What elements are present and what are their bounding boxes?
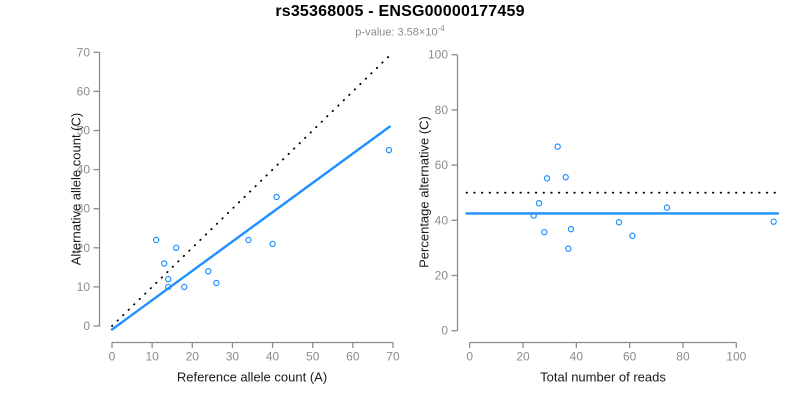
data-point (181, 283, 188, 291)
x-tick-label: 50 (306, 350, 320, 364)
y-tick-label: 0 (441, 324, 448, 338)
regression-fit-line (110, 125, 391, 331)
data-point (160, 260, 168, 267)
x-tick-label: 80 (676, 350, 690, 364)
data-point (565, 245, 572, 252)
x-tick-label: 100 (726, 350, 746, 364)
data-point (152, 236, 160, 244)
x-tick-label: 20 (516, 350, 530, 364)
data-point (245, 236, 252, 244)
x-tick-label: 0 (109, 350, 116, 364)
pvalue-text: p-value: 3.58×10 (355, 26, 438, 39)
y-tick-label: 60 (435, 158, 449, 172)
data-point (164, 275, 172, 283)
y-tick-label: 40 (435, 213, 449, 227)
left-y-axis-label: Alternative allele count (C) (68, 112, 84, 266)
data-point (535, 199, 543, 207)
y-tick-label: 50 (77, 124, 91, 138)
data-point (205, 268, 212, 275)
x-tick-label: 0 (466, 350, 473, 364)
left-x-axis-label: Reference allele count (A) (176, 369, 328, 385)
y-tick-label: 100 (428, 48, 448, 62)
data-point (554, 143, 561, 150)
data-point (567, 225, 575, 233)
y-tick-label: 40 (77, 163, 91, 177)
x-tick-label: 30 (226, 350, 240, 364)
data-point (173, 244, 180, 251)
y-tick-label: 30 (77, 202, 91, 216)
data-point (629, 232, 636, 239)
x-tick-label: 60 (623, 350, 637, 364)
pvalue-exponent: -4 (437, 24, 445, 33)
right-y-axis-label: Percentage alternative (C) (416, 116, 432, 268)
data-point (385, 146, 393, 154)
data-point (615, 219, 623, 226)
data-point (213, 279, 220, 287)
identity-line-y-equals-x (111, 55, 390, 327)
right-x-axis-label: Total number of reads (540, 369, 666, 385)
page-title: rs35368005 - ENSG00000177459 (275, 3, 525, 20)
data-point (543, 175, 551, 182)
x-tick-label: 60 (346, 350, 360, 364)
y-tick-label: 0 (83, 319, 90, 333)
pvalue-subtitle: p-value: 3.58×10-4 (0, 24, 800, 39)
y-tick-label: 20 (77, 241, 91, 255)
data-point (541, 228, 548, 236)
x-tick-label: 20 (186, 350, 200, 364)
data-point (269, 240, 276, 248)
y-tick-label: 70 (77, 45, 91, 59)
y-tick-label: 20 (435, 269, 449, 283)
data-point (562, 174, 569, 181)
data-point (770, 218, 777, 225)
x-tick-label: 10 (145, 350, 159, 364)
x-tick-label: 70 (386, 350, 400, 364)
x-tick-label: 40 (266, 350, 280, 364)
data-point (663, 204, 671, 211)
x-tick-label: 40 (570, 350, 584, 364)
data-point (273, 193, 280, 201)
y-tick-label: 80 (435, 103, 449, 117)
y-tick-label: 60 (77, 84, 91, 98)
y-tick-label: 10 (77, 280, 91, 294)
